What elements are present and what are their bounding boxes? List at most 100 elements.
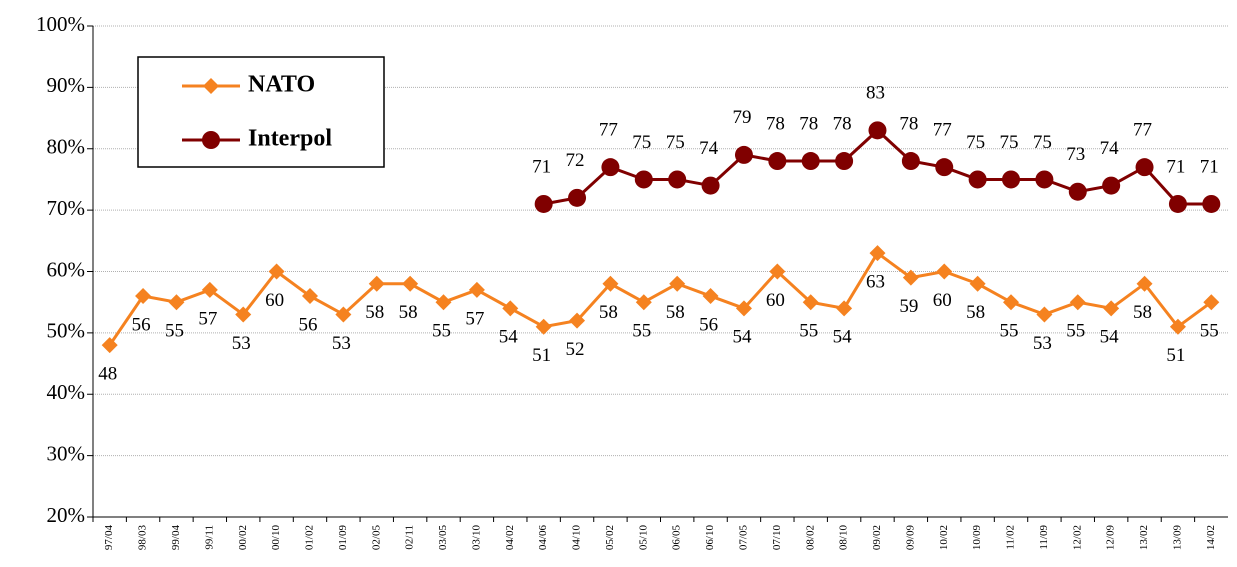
- data-point: [701, 176, 720, 195]
- series-line: [108, 250, 1213, 346]
- data-label: 71: [1200, 156, 1219, 177]
- data-label: 71: [532, 156, 551, 177]
- data-label: 75: [1033, 132, 1052, 153]
- data-label: 60: [766, 290, 785, 311]
- x-tick-label: 07/10: [771, 525, 783, 551]
- data-label: 55: [432, 321, 451, 342]
- data-label: 56: [132, 314, 151, 335]
- legend-marker: [203, 78, 219, 94]
- x-tick-label: 09/02: [871, 525, 883, 550]
- x-tick-label: 00/02: [237, 525, 249, 550]
- data-point: [502, 300, 519, 317]
- data-point: [801, 152, 820, 171]
- data-label: 58: [365, 302, 384, 323]
- data-point: [1069, 294, 1086, 311]
- x-tick-label: 11/09: [1038, 525, 1050, 550]
- y-tick-label: 40%: [47, 380, 86, 404]
- x-tick-label: 10/02: [938, 525, 950, 550]
- data-label: 77: [1133, 120, 1152, 141]
- data-label: 57: [465, 308, 484, 329]
- data-label: 78: [799, 113, 818, 134]
- data-label: 53: [232, 333, 251, 354]
- data-point: [836, 300, 853, 317]
- data-point: [968, 170, 987, 189]
- x-tick-label: 05/10: [637, 525, 649, 551]
- x-tick-label: 13/09: [1171, 525, 1183, 551]
- data-label: 83: [866, 83, 885, 104]
- y-tick-label: 20%: [47, 503, 86, 527]
- data-point: [168, 294, 185, 311]
- y-tick-label: 30%: [47, 441, 86, 465]
- x-tick-label: 04/02: [504, 525, 516, 550]
- x-tick-label: 02/11: [404, 525, 416, 550]
- data-label: 78: [833, 113, 852, 134]
- data-label: 53: [1033, 333, 1052, 354]
- x-tick-label: 08/10: [838, 525, 850, 551]
- data-point: [101, 337, 118, 354]
- data-label: 56: [699, 314, 718, 335]
- x-tick-label: 09/09: [904, 525, 916, 551]
- data-label: 54: [1100, 327, 1120, 348]
- legend-label: Interpol: [248, 126, 332, 152]
- data-point: [1136, 275, 1153, 292]
- x-tick-label: 06/05: [671, 525, 683, 551]
- x-tick-label: 08/02: [804, 525, 816, 550]
- data-point: [368, 275, 385, 292]
- data-point: [568, 188, 587, 207]
- data-label: 54: [732, 327, 752, 348]
- data-point: [1168, 194, 1187, 213]
- data-point: [735, 300, 752, 317]
- data-label: 75: [632, 132, 651, 153]
- data-label: 51: [1166, 345, 1185, 366]
- data-label: 72: [566, 150, 585, 171]
- y-tick-label: 80%: [47, 135, 86, 159]
- data-point: [402, 275, 419, 292]
- x-tick-label: 14/02: [1205, 525, 1217, 550]
- data-label: 75: [966, 132, 985, 153]
- x-tick-label: 04/06: [537, 525, 549, 551]
- data-point: [235, 306, 252, 323]
- data-point: [534, 194, 553, 213]
- x-tick-label: 00/10: [270, 525, 282, 551]
- data-point: [569, 312, 586, 329]
- y-tick-label: 100%: [36, 12, 85, 36]
- data-point: [868, 121, 887, 140]
- data-label: 55: [1000, 321, 1019, 342]
- x-tick-label: 06/10: [704, 525, 716, 551]
- data-point: [1135, 158, 1154, 177]
- x-tick-label: 05/02: [604, 525, 616, 550]
- data-point: [602, 275, 619, 292]
- legend-box: [137, 56, 385, 168]
- data-label: 51: [532, 345, 551, 366]
- x-tick-label: 99/11: [203, 525, 215, 550]
- data-point: [1103, 300, 1120, 317]
- data-label: 53: [332, 333, 351, 354]
- x-tick-label: 12/09: [1105, 525, 1117, 551]
- data-point: [301, 288, 318, 305]
- data-label: 77: [933, 120, 952, 141]
- data-point: [734, 145, 753, 164]
- data-point: [135, 288, 152, 305]
- data-label: 58: [1133, 302, 1152, 323]
- data-point: [802, 294, 819, 311]
- data-point: [1202, 194, 1221, 213]
- data-point: [1035, 170, 1054, 189]
- data-label: 48: [98, 364, 117, 385]
- x-tick-label: 98/03: [137, 525, 149, 551]
- legend-marker: [202, 131, 220, 149]
- data-point: [1003, 294, 1020, 311]
- data-point: [435, 294, 452, 311]
- data-label: 73: [1066, 144, 1085, 165]
- x-tick-label: 13/02: [1138, 525, 1150, 550]
- data-point: [335, 306, 352, 323]
- y-tick-label: 60%: [47, 257, 86, 281]
- data-point: [1036, 306, 1053, 323]
- data-point: [1002, 170, 1021, 189]
- data-point: [1102, 176, 1121, 195]
- data-point: [835, 152, 854, 171]
- x-tick-label: 11/02: [1005, 525, 1017, 550]
- data-label: 55: [165, 321, 184, 342]
- x-tick-label: 12/02: [1071, 525, 1083, 550]
- data-label: 78: [766, 113, 785, 134]
